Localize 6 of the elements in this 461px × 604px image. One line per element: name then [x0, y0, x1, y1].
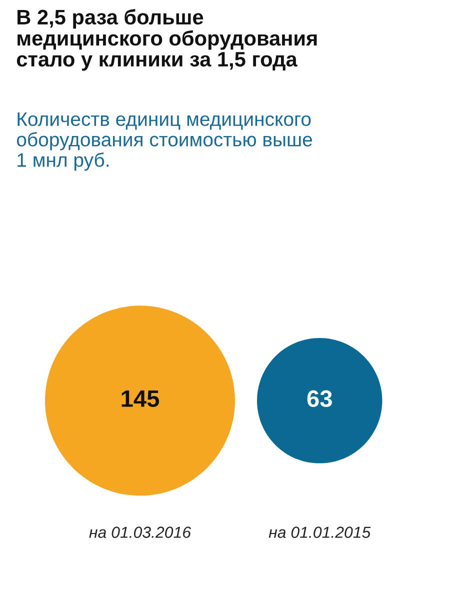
category-label: на 01.03.2016: [89, 526, 192, 538]
data-label: 63: [307, 390, 332, 408]
category-label: на 01.01.2015: [268, 526, 371, 538]
data-label: 145: [122, 390, 160, 408]
text: В 2,5 раза больше медицинского оборудования стало у клиники за 1,5 года: [16, 9, 317, 71]
text: Количеств единиц медицинского оборудования стоимостью выше 1 мнл руб.: [16, 112, 312, 171]
